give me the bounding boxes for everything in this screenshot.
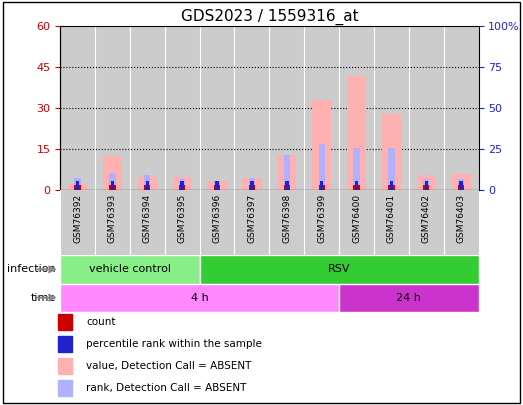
Text: GSM76402: GSM76402 xyxy=(422,194,431,243)
Bar xyxy=(179,185,185,190)
Bar xyxy=(285,181,289,190)
Bar xyxy=(60,284,339,312)
Bar xyxy=(179,179,185,190)
Bar xyxy=(451,174,471,190)
Bar xyxy=(347,75,366,190)
Bar xyxy=(388,148,394,190)
Bar xyxy=(249,185,255,190)
Text: 4 h: 4 h xyxy=(191,293,209,303)
Bar xyxy=(423,185,429,190)
Bar xyxy=(423,179,429,190)
Text: count: count xyxy=(86,317,116,327)
Bar xyxy=(312,100,331,190)
Bar xyxy=(145,181,149,190)
Bar xyxy=(277,155,297,190)
Bar xyxy=(74,178,81,190)
Text: GSM76394: GSM76394 xyxy=(143,194,152,243)
Bar xyxy=(417,175,436,190)
Text: value, Detection Call = ABSENT: value, Detection Call = ABSENT xyxy=(86,361,252,371)
Bar xyxy=(458,179,464,190)
Bar xyxy=(215,181,219,190)
Bar xyxy=(242,178,262,190)
Bar xyxy=(319,144,325,190)
Bar xyxy=(319,185,325,190)
Bar xyxy=(58,336,72,352)
Bar xyxy=(103,156,122,190)
Bar xyxy=(109,173,116,190)
Text: GSM76396: GSM76396 xyxy=(212,194,222,243)
Bar xyxy=(68,183,87,190)
Bar xyxy=(249,178,255,190)
Bar xyxy=(354,148,360,190)
Text: RSV: RSV xyxy=(328,264,350,274)
Bar xyxy=(58,380,72,396)
Bar xyxy=(76,181,79,190)
Bar xyxy=(58,313,72,330)
Bar xyxy=(214,181,220,190)
Bar xyxy=(250,181,254,190)
Title: GDS2023 / 1559316_at: GDS2023 / 1559316_at xyxy=(180,9,358,25)
Bar xyxy=(283,185,290,190)
Text: GSM76393: GSM76393 xyxy=(108,194,117,243)
Bar xyxy=(58,358,72,374)
Bar xyxy=(144,185,151,190)
Text: vehicle control: vehicle control xyxy=(89,264,171,274)
Text: GSM76399: GSM76399 xyxy=(317,194,326,243)
Bar xyxy=(355,181,358,190)
Text: 24 h: 24 h xyxy=(396,293,421,303)
Bar xyxy=(60,190,479,255)
Bar xyxy=(388,185,394,190)
Bar xyxy=(458,185,464,190)
Bar xyxy=(214,185,220,190)
Bar xyxy=(180,181,184,190)
Text: GSM76401: GSM76401 xyxy=(387,194,396,243)
Bar xyxy=(144,175,151,190)
Bar xyxy=(459,181,463,190)
Bar xyxy=(138,177,157,190)
Bar xyxy=(74,185,81,190)
Text: rank, Detection Call = ABSENT: rank, Detection Call = ABSENT xyxy=(86,384,246,394)
Bar xyxy=(320,181,323,190)
Text: GSM76398: GSM76398 xyxy=(282,194,291,243)
Text: GSM76392: GSM76392 xyxy=(73,194,82,243)
Bar xyxy=(208,181,226,190)
Bar xyxy=(173,177,192,190)
Text: GSM76395: GSM76395 xyxy=(178,194,187,243)
Text: time: time xyxy=(31,293,56,303)
Bar xyxy=(425,181,428,190)
Bar xyxy=(60,255,200,284)
Text: percentile rank within the sample: percentile rank within the sample xyxy=(86,339,262,349)
Text: infection: infection xyxy=(7,264,56,274)
Bar xyxy=(354,185,360,190)
Text: GSM76403: GSM76403 xyxy=(457,194,465,243)
Bar xyxy=(111,181,114,190)
Bar xyxy=(339,284,479,312)
Bar xyxy=(283,155,290,190)
Text: GSM76397: GSM76397 xyxy=(247,194,256,243)
Bar xyxy=(382,114,401,190)
Bar xyxy=(200,255,479,284)
Bar xyxy=(390,181,393,190)
Text: GSM76400: GSM76400 xyxy=(352,194,361,243)
Bar xyxy=(109,185,116,190)
